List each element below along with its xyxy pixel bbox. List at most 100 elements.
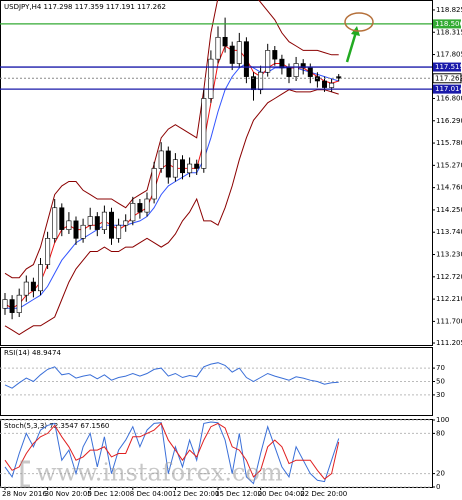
y-tick-label: 114.250 [436, 206, 462, 214]
rsi-title: RSI(14) 48.9474 [4, 349, 61, 357]
y-tick-label: 115.270 [436, 161, 462, 169]
y-tick-label: 116.800 [436, 94, 462, 102]
y-tick-label: 100 [436, 416, 449, 424]
candle-body [293, 63, 299, 77]
y-tick-label: 80 [436, 429, 445, 437]
candle-body [165, 150, 171, 178]
candle-body [59, 207, 65, 230]
candle-body [279, 58, 285, 69]
stoch-title: Stoch(5,3,3) 72.3547 67.1560 [4, 422, 109, 430]
level-box [433, 84, 461, 94]
y-tick-label: 118.315 [436, 28, 462, 36]
y-tick-label: 113.740 [436, 228, 462, 236]
candle-body [101, 211, 107, 230]
main-panel [0, 0, 433, 346]
candle-body [258, 71, 264, 91]
candle-body [9, 299, 15, 313]
level-label: 118.506 [435, 20, 462, 28]
y-tick-label: 70 [436, 364, 445, 372]
level-box [433, 62, 461, 72]
indicator-line [4, 421, 340, 485]
candle-body [45, 238, 51, 265]
candle-body [236, 41, 242, 64]
candle-body [16, 294, 22, 313]
x-tick-label: 30 Nov 20:00 [45, 490, 92, 498]
level-box [433, 19, 461, 29]
candle-body [30, 281, 36, 292]
candle-body [158, 150, 164, 169]
candle-body [336, 76, 342, 79]
x-tick-label: 20 Dec 04:00 [258, 490, 305, 498]
candle-body [229, 45, 235, 64]
candle-body [321, 80, 327, 88]
candle-body [243, 41, 249, 77]
y-tick-label: 115.780 [436, 139, 462, 147]
y-tick-label: 111.700 [436, 317, 462, 325]
candle-body [272, 50, 278, 60]
candle-body [23, 281, 29, 296]
x-tick-label: 12 Dec 20:00 [172, 490, 219, 498]
y-tick-label: 117.805 [436, 51, 462, 59]
candle-body [52, 207, 58, 239]
x-tick-label: 5 Dec 12:00 [87, 490, 130, 498]
y-tick-label: 30 [436, 391, 445, 399]
y-tick-label: 113.230 [436, 251, 462, 259]
candle-body [265, 50, 271, 73]
candle-body [314, 76, 320, 82]
y-tick-label: 112.210 [436, 295, 462, 303]
candle-body [151, 168, 157, 200]
indicator-line [4, 0, 339, 279]
candle-body [94, 216, 100, 230]
candle-body [180, 159, 186, 174]
indicator-line [4, 422, 340, 480]
y-tick-label: 0 [436, 483, 440, 491]
y-tick-label: 50 [436, 378, 445, 386]
candle-body [286, 67, 292, 77]
price-label: 117.262 [435, 74, 462, 82]
watermark-bracket [20, 460, 30, 488]
candle-body [307, 67, 313, 77]
y-tick-label: 20 [436, 470, 445, 478]
x-tick-label: 8 Dec 04:00 [130, 490, 173, 498]
candle-body [116, 224, 122, 239]
candle-body [208, 58, 214, 99]
candle-body [144, 198, 150, 213]
watermark: www.instaforex.com [36, 459, 283, 487]
y-tick-label: 112.720 [436, 273, 462, 281]
candle-body [2, 299, 8, 309]
candle-body [300, 63, 306, 69]
y-tick-label: 111.205 [436, 339, 462, 347]
candle-body [109, 211, 115, 239]
candle-body [172, 159, 178, 178]
x-tick-label: 15 Dec 12:00 [215, 490, 262, 498]
candle-body [222, 36, 228, 47]
candle-body [130, 203, 136, 222]
candle-body [329, 82, 335, 88]
candle-body [137, 203, 143, 213]
price-box [432, 73, 462, 84]
y-tick-label: 114.760 [436, 184, 462, 192]
candle-body [201, 98, 207, 169]
indicator-line [4, 362, 339, 389]
candle-body [73, 220, 79, 239]
level-label: 117.519 [435, 63, 462, 71]
chart-title: USDJPY,H4 117.298 117.359 117.191 117.26… [4, 3, 166, 11]
candle-body [215, 36, 221, 60]
candle-body [123, 220, 129, 226]
x-tick-label: 28 Nov 2016 [2, 490, 47, 498]
candle-body [80, 224, 86, 239]
candle-body [87, 216, 93, 226]
annotation-arrow [345, 31, 358, 63]
y-tick-label: 118.825 [436, 6, 462, 14]
indicator-line [4, 89, 339, 336]
x-tick-label: 22 Dec 20:00 [300, 490, 347, 498]
level-label: 117.014 [435, 85, 462, 93]
candle-body [194, 163, 200, 169]
candle-body [66, 220, 72, 230]
candle-body [187, 163, 193, 174]
y-tick-label: 116.290 [436, 117, 462, 125]
candle-body [37, 264, 43, 292]
